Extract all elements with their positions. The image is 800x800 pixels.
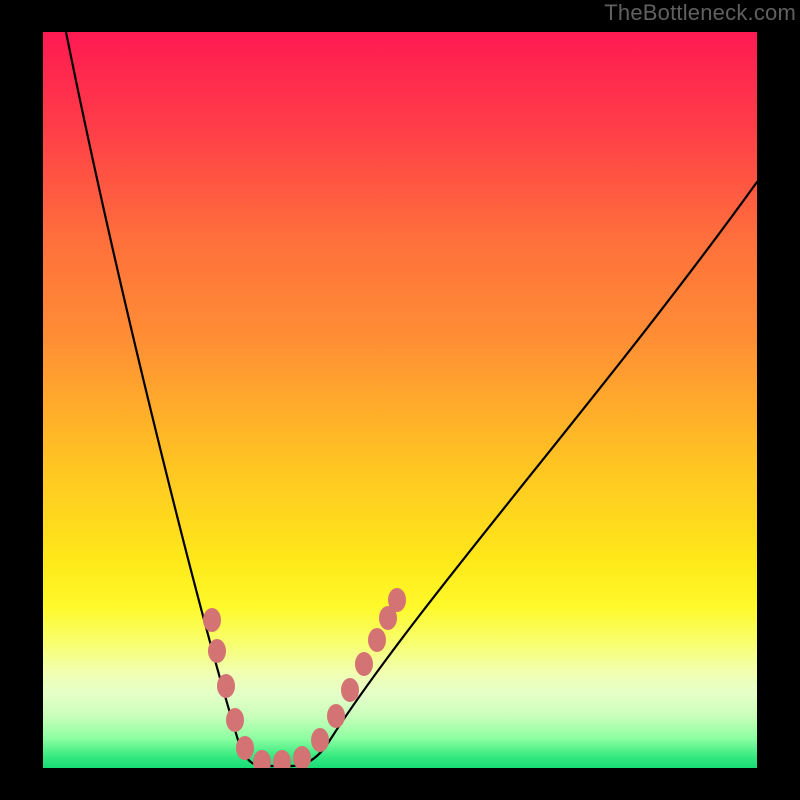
data-marker-8 bbox=[311, 728, 329, 752]
data-marker-14 bbox=[388, 588, 406, 612]
data-marker-7 bbox=[293, 746, 311, 770]
data-marker-9 bbox=[327, 704, 345, 728]
watermark-text: TheBottleneck.com bbox=[604, 0, 796, 26]
data-marker-3 bbox=[226, 708, 244, 732]
data-marker-0 bbox=[203, 608, 221, 632]
data-marker-12 bbox=[368, 628, 386, 652]
plot-area bbox=[43, 32, 757, 768]
data-marker-2 bbox=[217, 674, 235, 698]
chart-svg bbox=[0, 0, 800, 800]
data-marker-4 bbox=[236, 736, 254, 760]
data-marker-11 bbox=[355, 652, 373, 676]
chart-root: TheBottleneck.com bbox=[0, 0, 800, 800]
data-marker-1 bbox=[208, 639, 226, 663]
data-marker-10 bbox=[341, 678, 359, 702]
